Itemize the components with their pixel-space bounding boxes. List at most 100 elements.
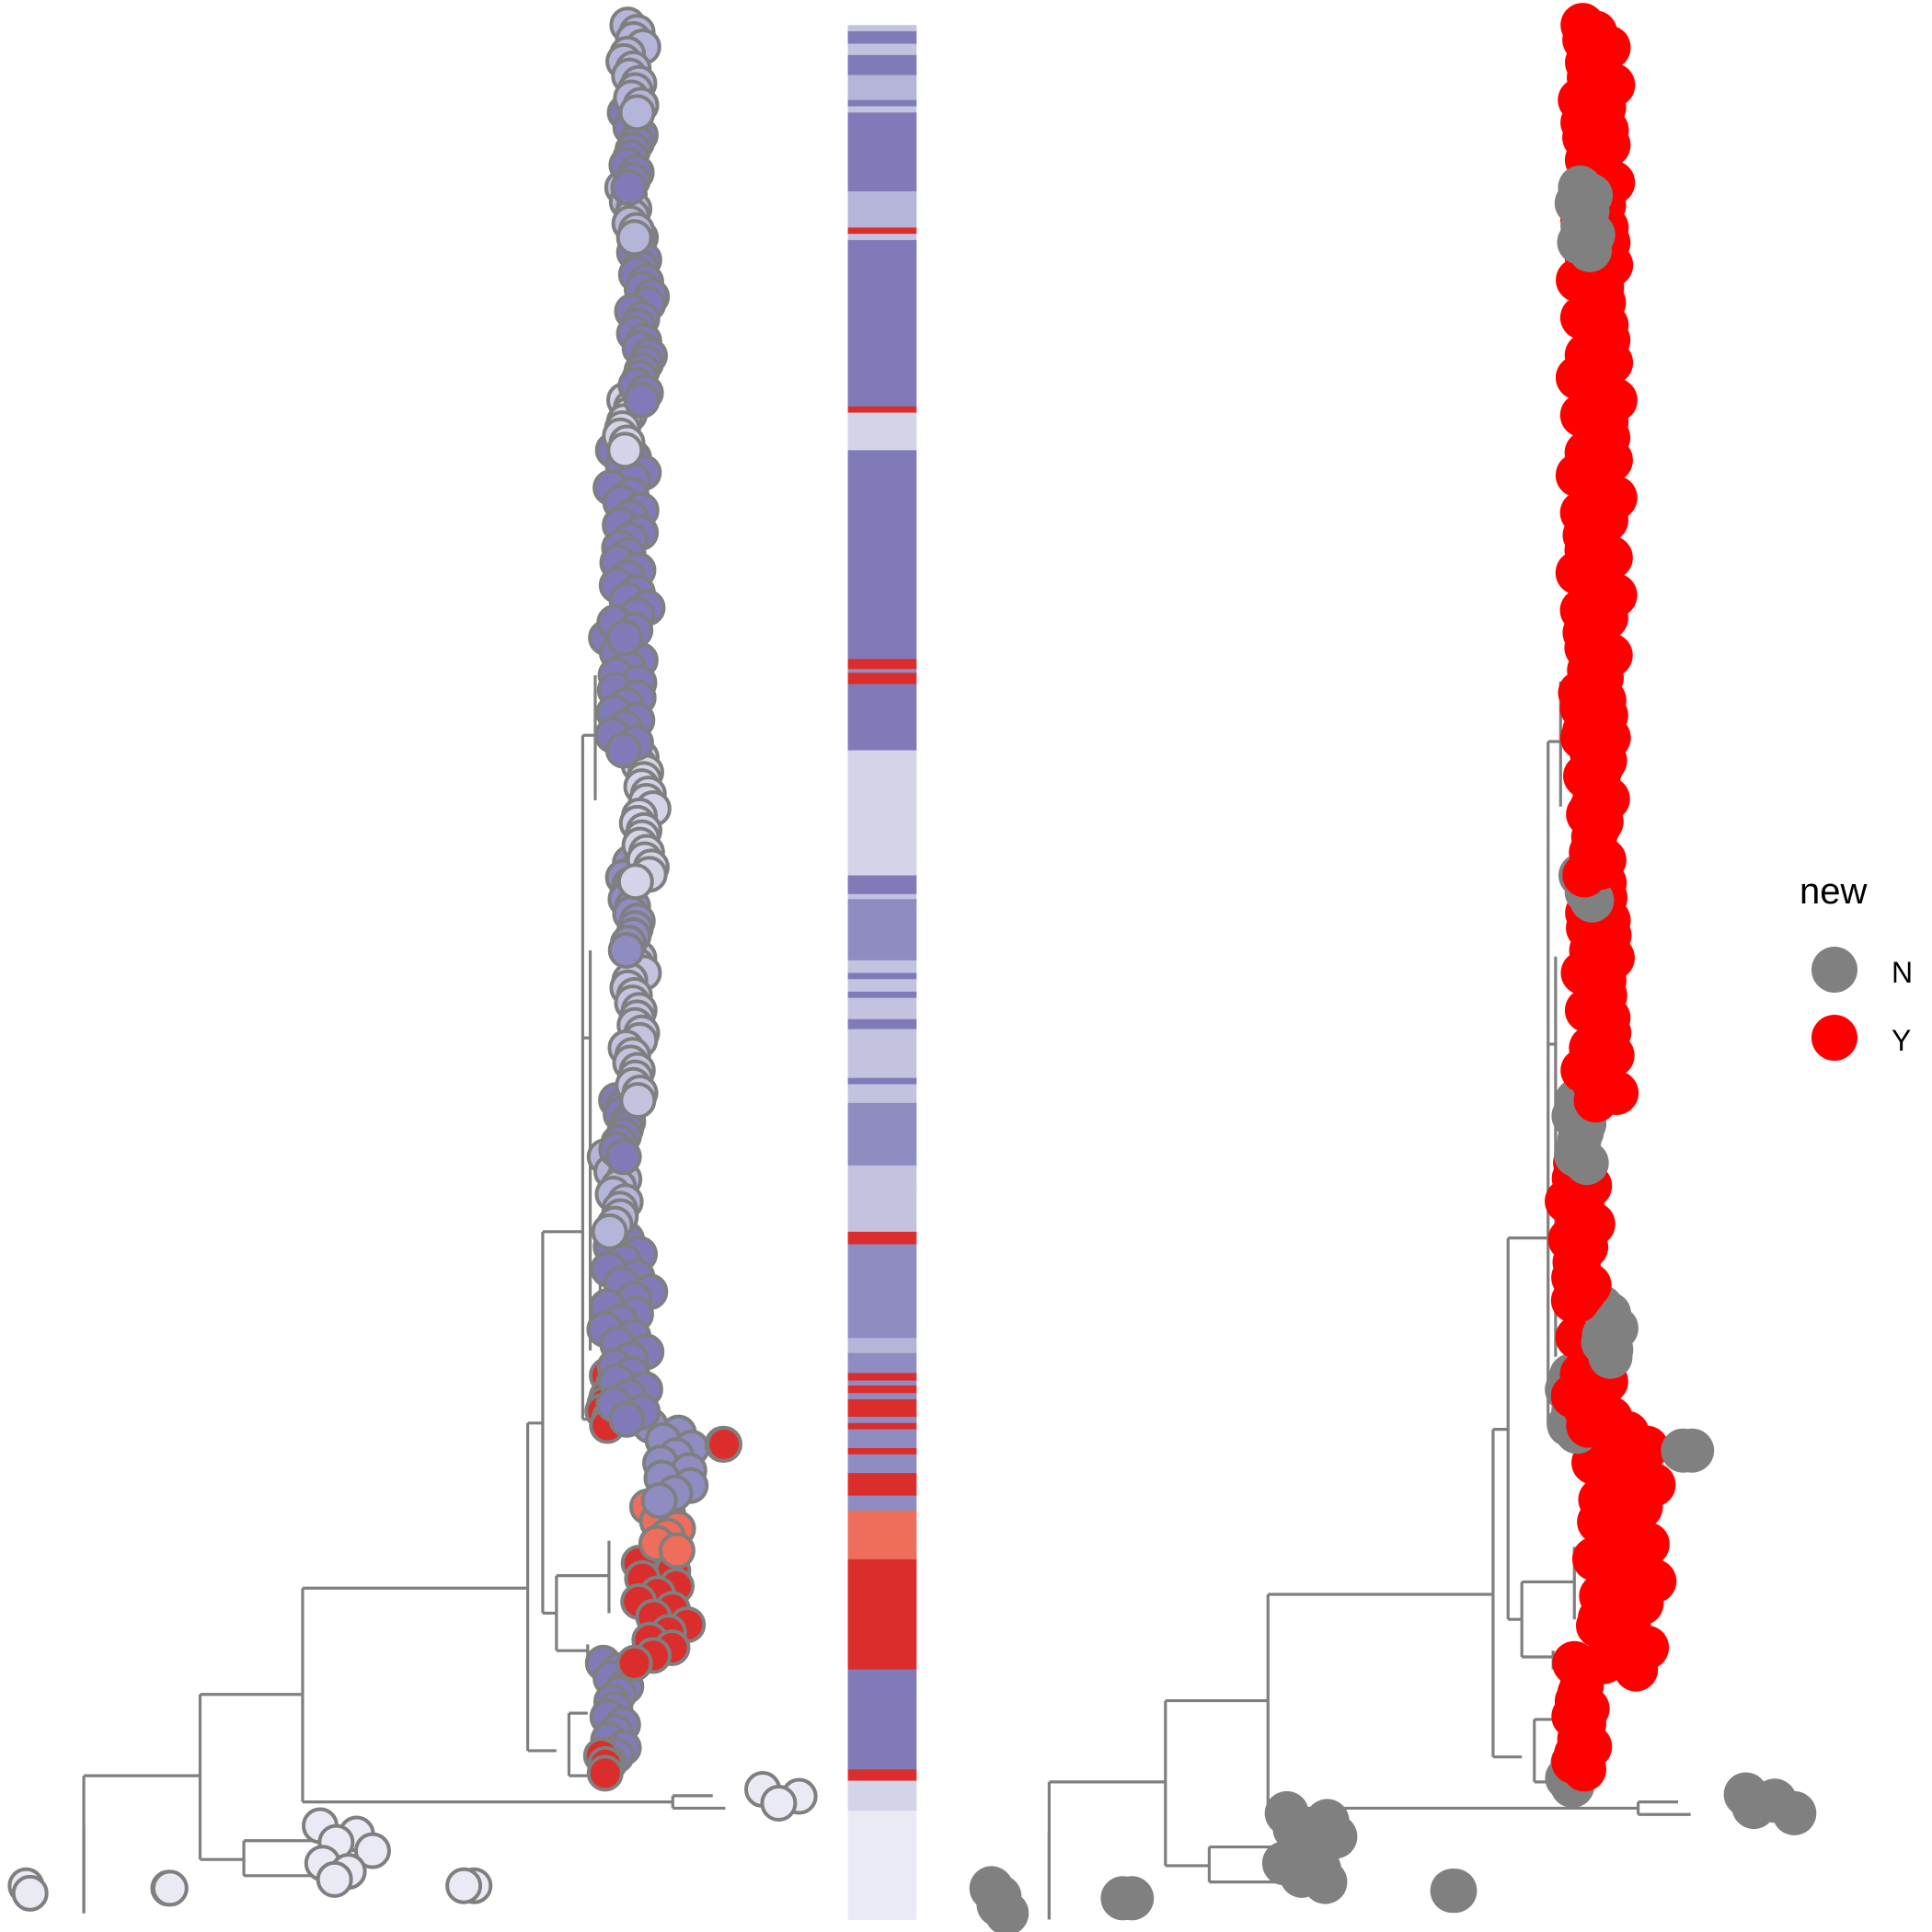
strip-band: [847, 979, 917, 993]
right-tip-point: [1588, 1334, 1633, 1379]
left-tip-point: [606, 431, 644, 469]
left-tip-point: [607, 932, 645, 970]
strip-band: [847, 1558, 917, 1671]
strip-band: [847, 1510, 917, 1560]
strip-band: [847, 669, 917, 673]
left-tip-point: [591, 1213, 628, 1250]
strip-band: [847, 1338, 917, 1354]
strip-band: [847, 899, 917, 961]
right-tip-point: [1568, 227, 1613, 272]
strip-band: [847, 190, 917, 228]
strip-band: [847, 54, 917, 76]
left-tip-point: [604, 1138, 642, 1176]
strip-band: [847, 1018, 917, 1030]
legend-key-y: [1811, 1015, 1857, 1061]
right-tip-point: [1562, 853, 1607, 898]
strip-band: [847, 227, 917, 235]
strip-band: [847, 30, 917, 45]
strip-band: [847, 1393, 917, 1400]
strip-band: [847, 43, 917, 56]
strip-band: [847, 1244, 917, 1339]
right-tip-point: [1661, 1428, 1706, 1473]
strip-band: [847, 1373, 917, 1382]
strip-band: [847, 1417, 917, 1424]
right-tip-point: [1573, 1078, 1618, 1123]
left-tip-point: [640, 1482, 678, 1520]
heatmap-strip: [847, 25, 917, 1920]
left-tip-point: [445, 1867, 483, 1904]
left-tip-point: [623, 381, 661, 419]
strip-band: [847, 1669, 917, 1770]
strip-band: [847, 75, 917, 101]
strip-band: [847, 875, 917, 895]
strip-band: [847, 1165, 917, 1189]
strip-band: [847, 1811, 917, 1920]
strip-band: [847, 1398, 917, 1418]
strip-band: [847, 997, 917, 1020]
right-tip-point: [1556, 1278, 1601, 1323]
right-tip-point: [984, 1891, 1029, 1932]
strip-band: [847, 972, 917, 980]
strip-band: [847, 960, 917, 973]
right-tip-point: [1586, 715, 1631, 760]
right-tree-branches: [1047, 681, 1691, 1920]
strip-band: [847, 750, 917, 876]
strip-band: [847, 112, 917, 192]
right-tip-point: [1731, 1785, 1777, 1830]
strip-band: [847, 234, 917, 241]
right-tip-point: [1566, 1403, 1611, 1448]
left-tip-point: [610, 168, 648, 206]
strip-band: [847, 1102, 917, 1167]
left-tip-point: [604, 731, 642, 769]
right-tip-point: [1564, 1141, 1609, 1186]
left-tip-point: [615, 1644, 653, 1682]
strip-band: [847, 1084, 917, 1104]
right-tree-tips: [969, 3, 1817, 1932]
strip-band: [847, 106, 917, 113]
strip-band: [847, 1077, 917, 1085]
left-tip-point: [316, 1860, 353, 1898]
strip-band: [847, 659, 917, 670]
left-tree-tips: [7, 6, 818, 1912]
strip-band: [847, 1429, 917, 1449]
left-tip-point: [618, 94, 656, 132]
right-tip-point: [1100, 1876, 1145, 1921]
strip-band: [847, 1188, 917, 1233]
strip-band: [847, 684, 917, 752]
right-tip-point: [1606, 1603, 1651, 1648]
left-tip-point: [11, 1874, 49, 1912]
legend-title: new: [1800, 871, 1867, 912]
left-tip-point: [353, 1832, 391, 1869]
strip-band: [847, 99, 917, 108]
strip-band: [847, 1495, 917, 1512]
strip-band: [847, 412, 917, 451]
legend-key-n: [1811, 947, 1857, 993]
strip-band: [847, 893, 917, 900]
strip-band: [847, 1386, 917, 1394]
left-tip-point: [608, 1400, 646, 1438]
strip-band: [847, 1231, 917, 1245]
legend-label-y: Y: [1892, 1024, 1911, 1057]
strip-band: [847, 25, 917, 32]
strip-band: [847, 1352, 917, 1374]
strip-band: [847, 1780, 917, 1811]
left-tip-point: [586, 1754, 624, 1792]
strip-band: [847, 239, 917, 408]
right-tip-point: [1614, 1647, 1659, 1692]
strip-band: [847, 991, 917, 999]
strip-band: [847, 1447, 917, 1455]
right-tip-point: [1772, 1790, 1817, 1835]
strip-band: [847, 1029, 917, 1079]
left-tip-point: [658, 1532, 696, 1570]
legend-label-n: N: [1892, 956, 1913, 989]
left-tree-panel: [7, 6, 818, 1914]
strip-band: [847, 1473, 917, 1497]
strip-band: [847, 1454, 917, 1474]
left-tip-point: [616, 863, 654, 901]
strip-band: [847, 673, 917, 684]
legend: new N Y: [1800, 871, 1913, 1061]
left-tip-point: [605, 619, 643, 657]
strip-band: [847, 1380, 917, 1386]
left-tip-point: [706, 1425, 743, 1463]
